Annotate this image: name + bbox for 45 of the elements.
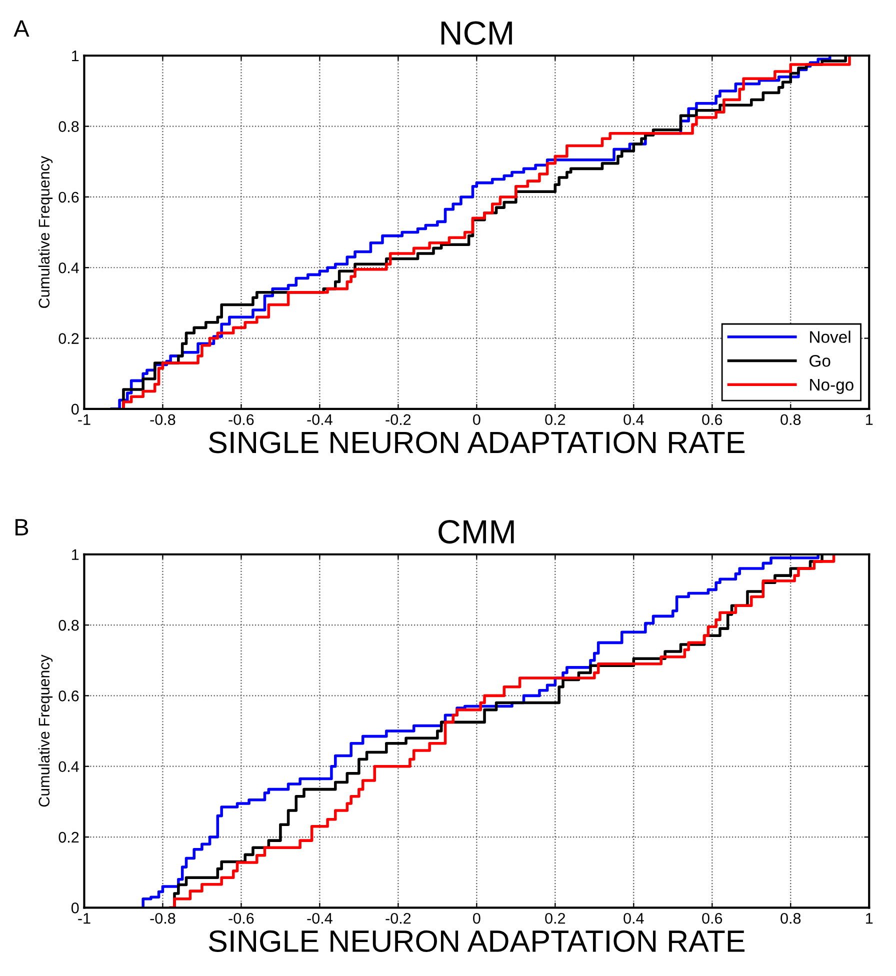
y-tick-label: 0.2 — [58, 333, 79, 344]
x-tick-label: -1 — [78, 414, 90, 425]
x-tick-label: -0.8 — [150, 912, 176, 924]
x-tick-label: 0.6 — [702, 912, 722, 924]
x-tick-label: -0.2 — [386, 912, 411, 924]
x-tick-label: 0.2 — [545, 912, 566, 924]
y-axis-title: Cumulative Frequency — [38, 156, 53, 308]
x-tick-label: -1 — [78, 913, 90, 924]
x-tick-label: -0.4 — [307, 414, 332, 426]
x-axis-title: SINGLE NEURON ADAPTATION RATE — [208, 432, 744, 454]
x-tick-label: 0 — [473, 912, 480, 924]
legend-label: Go — [810, 354, 830, 367]
text: A — [14, 20, 30, 37]
text: B — [16, 519, 28, 536]
x-tick-label: 1 — [866, 913, 873, 924]
x-tick-label: -0.8 — [150, 414, 176, 426]
x-tick-label: -0.6 — [228, 912, 254, 924]
y-tick-label: 0.4 — [58, 761, 79, 772]
y-tick-label: 0.2 — [58, 832, 79, 843]
chart-title: NCM — [441, 21, 512, 45]
x-tick-label: -0.6 — [228, 414, 254, 426]
y-tick-label: 1 — [72, 50, 79, 62]
x-tick-label: 0.6 — [702, 414, 722, 426]
x-tick-label: 1 — [866, 414, 873, 425]
y-tick-label: 0 — [71, 902, 79, 914]
legend-label: No-go — [810, 379, 854, 394]
x-tick-label: -0.4 — [307, 912, 332, 924]
y-tick-label: 0.8 — [58, 121, 79, 132]
x-tick-label: 0 — [473, 414, 480, 426]
y-axis-title: Cumulative Frequency — [38, 654, 53, 807]
y-tick-label: 0.6 — [58, 192, 79, 203]
x-tick-label: 0.4 — [624, 414, 644, 426]
x-tick-label: 0.8 — [780, 912, 801, 924]
y-tick-label: 0.4 — [58, 262, 79, 274]
x-axis-title: SINGLE NEURON ADAPTATION RATE — [208, 930, 744, 952]
x-tick-label: 0.4 — [624, 912, 644, 924]
y-tick-label: 0.6 — [58, 690, 79, 702]
x-tick-label: 0.8 — [780, 414, 801, 426]
chart-title: CMM — [438, 520, 514, 544]
y-tick-label: 0.8 — [58, 620, 79, 631]
y-tick-label: 0 — [71, 404, 79, 415]
x-tick-label: 0.2 — [545, 414, 566, 426]
y-tick-label: 1 — [72, 549, 79, 560]
x-tick-label: -0.2 — [386, 414, 411, 426]
legend-label: Novel — [810, 330, 850, 343]
